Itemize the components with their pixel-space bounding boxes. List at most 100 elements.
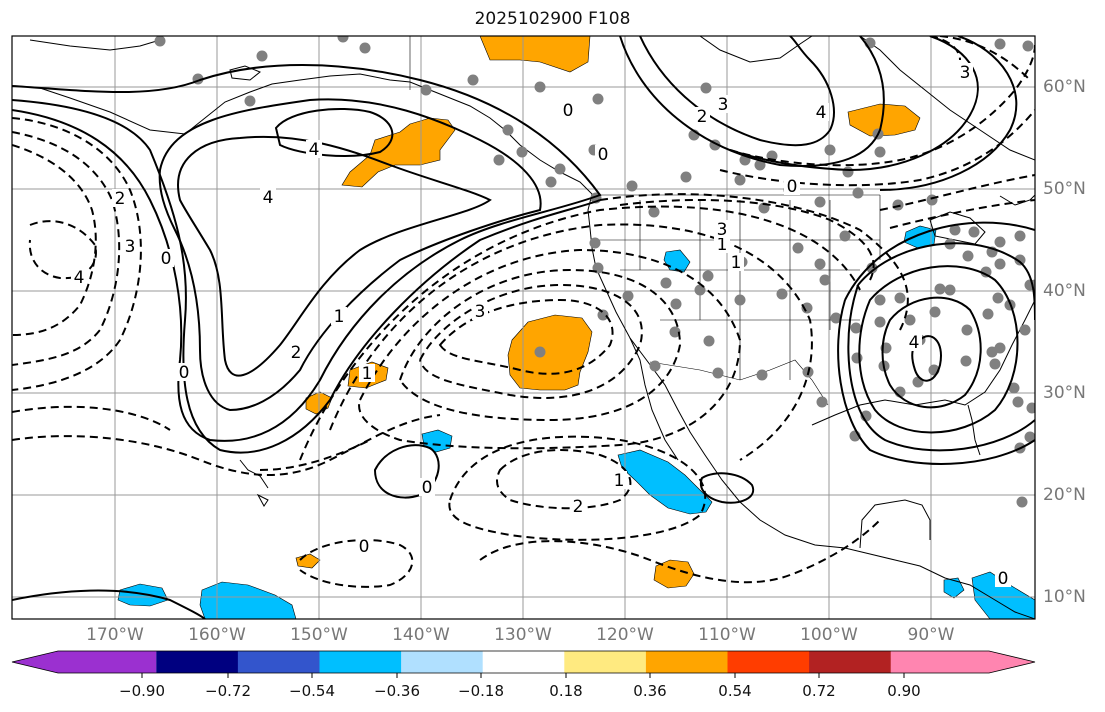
- contour-label: 0: [422, 478, 433, 498]
- contour-label: 4: [909, 333, 920, 353]
- colorbar-swatch: [564, 651, 647, 673]
- station-marker: [592, 93, 604, 105]
- contour-label-background: [359, 364, 375, 382]
- station-marker: [904, 314, 916, 326]
- contour-labels: 000000000011111222223333344444: [71, 63, 1011, 589]
- colorbar-swatch: [645, 651, 729, 673]
- station-marker: [816, 396, 828, 408]
- station-marker: [1022, 40, 1034, 52]
- station-marker: [516, 146, 528, 158]
- station-marker: [622, 290, 634, 302]
- colorbar-swatch: [482, 651, 565, 673]
- station-marker: [493, 154, 505, 166]
- station-marker: [1012, 396, 1024, 408]
- station-marker: [534, 81, 546, 93]
- station-marker: [670, 298, 682, 310]
- contour-label: 1: [362, 364, 373, 384]
- lon-label: 100°W: [800, 625, 858, 645]
- station-marker: [961, 324, 973, 336]
- station-marker: [648, 206, 660, 218]
- contour-label: 1: [717, 235, 728, 255]
- station-marker: [792, 242, 804, 254]
- political-borders: [409, 36, 881, 406]
- station-marker: [154, 36, 166, 47]
- station-marker: [968, 226, 980, 238]
- map-plot-area: 000000000011111222223333344444: [12, 36, 1035, 619]
- station-marker: [962, 250, 974, 262]
- station-marker: [894, 292, 906, 304]
- contour-label-background: [906, 333, 922, 351]
- station-marker: [244, 95, 256, 107]
- station-marker: [980, 266, 992, 278]
- contour-label: 1: [614, 471, 625, 491]
- contour-label: 3: [718, 95, 729, 115]
- contour-label: 0: [161, 249, 172, 269]
- colorbar-tick-label: 0.18: [549, 682, 583, 700]
- station-marker: [874, 316, 886, 328]
- station-marker: [545, 176, 557, 188]
- colorbar-tick-label: −0.18: [458, 682, 504, 700]
- lon-label: 120°W: [596, 625, 654, 645]
- colorbar-swatch: [237, 651, 320, 673]
- station-marker: [554, 163, 566, 175]
- station-marker: [850, 322, 862, 334]
- lat-label: 30°N: [1043, 383, 1086, 403]
- contour-label-background: [288, 343, 304, 361]
- station-marker: [1024, 431, 1035, 443]
- station-marker: [534, 346, 546, 358]
- station-marker: [467, 74, 479, 86]
- contour-label: 2: [697, 107, 708, 127]
- station-marker: [934, 283, 946, 295]
- contour-label-background: [694, 107, 710, 125]
- contours-negative: [12, 36, 1035, 588]
- station-marker: [1026, 402, 1035, 414]
- station-marker: [1014, 230, 1026, 242]
- contour-label: 3: [717, 220, 728, 240]
- station-marker: [734, 294, 746, 306]
- station-marker: [912, 376, 924, 388]
- colorbar-swatch: [12, 651, 157, 673]
- colorbar-tick-label: 0.90: [887, 682, 921, 700]
- station-marker: [842, 166, 854, 178]
- station-marker: [649, 360, 661, 372]
- station-marker: [1016, 496, 1028, 508]
- station-marker: [874, 294, 886, 306]
- contour-label-background: [714, 220, 730, 238]
- contour-label-background: [158, 249, 174, 267]
- contour-label-background: [714, 235, 730, 253]
- station-marker: [734, 174, 746, 186]
- station-marker: [660, 277, 672, 289]
- contour-label-background: [176, 363, 192, 381]
- station-marker: [839, 230, 851, 242]
- colorbar-outline: [11, 650, 1036, 674]
- contour-label-background: [472, 302, 488, 320]
- contour-label: 0: [359, 537, 370, 557]
- map-title: 2025102900 F108: [474, 9, 631, 29]
- contour-label: 1: [731, 253, 742, 273]
- colorbar-tick-label: 0.72: [802, 682, 836, 700]
- station-marker: [626, 180, 638, 192]
- lat-label: 40°N: [1043, 281, 1086, 301]
- station-marker: [756, 369, 768, 381]
- station-marker: [702, 270, 714, 282]
- station-marker: [1014, 254, 1026, 266]
- station-marker: [819, 274, 831, 286]
- lat-label: 60°N: [1043, 77, 1086, 97]
- lat-label: 20°N: [1043, 485, 1086, 505]
- colorbar-tick-label: −0.90: [119, 682, 165, 700]
- contour-label-background: [728, 253, 744, 271]
- station-marker: [982, 308, 994, 320]
- colorbar-tick-label: −0.36: [374, 682, 420, 700]
- map-frame: [11, 35, 1036, 620]
- contour-label-background: [260, 188, 276, 206]
- lon-label: 110°W: [698, 625, 756, 645]
- station-marker: [929, 306, 941, 318]
- contour-label: 1: [334, 307, 345, 327]
- station-marker: [420, 84, 432, 96]
- contours-positive: [12, 36, 1035, 619]
- contour-label-background: [560, 101, 576, 119]
- station-marker: [1008, 382, 1020, 394]
- contour-label: 2: [291, 343, 302, 363]
- contour-label-background: [595, 145, 611, 163]
